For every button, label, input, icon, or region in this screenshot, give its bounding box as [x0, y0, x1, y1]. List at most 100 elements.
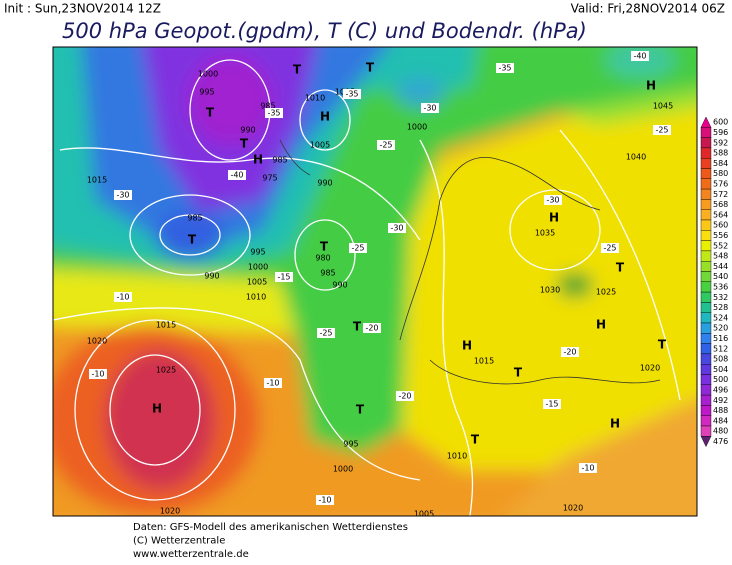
coastlines — [279, 139, 661, 385]
pressure-center: T — [353, 320, 362, 334]
pressure-center: T — [356, 403, 365, 417]
temperature-label: -30 — [116, 191, 129, 200]
legend-label: 536 — [713, 282, 728, 291]
init-time: Init : Sun,23NOV2014 12Z — [4, 2, 161, 16]
pressure-label: 1015 — [474, 357, 494, 366]
footer-line: www.wetterzentrale.de — [133, 549, 249, 560]
pressure-label: 1025 — [596, 288, 616, 297]
legend-swatch — [700, 343, 712, 355]
legend-swatch — [700, 353, 712, 365]
isobars — [53, 59, 681, 516]
pressure-label: 995 — [199, 88, 214, 97]
temperature-label-box — [496, 63, 514, 73]
legend-label: 508 — [713, 355, 728, 364]
pressure-label: 1000 — [198, 70, 218, 79]
temperature-label-box — [544, 195, 562, 205]
pressure-label: 1040 — [626, 153, 646, 162]
pressure-label: 1005 — [247, 278, 267, 287]
temperature-label-box — [343, 89, 361, 99]
temperature-label-box — [543, 399, 561, 409]
legend-swatch — [700, 127, 712, 138]
legend-swatch — [700, 333, 712, 344]
temperature-label: -15 — [277, 273, 290, 282]
temperature-label-box — [316, 495, 334, 505]
legend-label: 544 — [713, 262, 728, 271]
temperature-label-box — [275, 272, 293, 282]
legend-label: 548 — [713, 252, 728, 261]
temperature-label-box — [388, 223, 406, 233]
temperature-label: -25 — [379, 141, 392, 150]
temperature-label-box — [349, 243, 367, 253]
temperature-label: -20 — [365, 324, 378, 333]
pressure-label: 980 — [315, 254, 330, 263]
pressure-center: H — [646, 79, 656, 93]
map-frame — [52, 46, 698, 517]
pressure-label: 1025 — [156, 366, 176, 375]
temperature-label: -30 — [423, 104, 436, 113]
pressure-label: 1035 — [535, 229, 555, 238]
pressure-center: H — [320, 110, 330, 124]
map-area: 1000 995 985 990 1010 1005 1000 1005 985 990 975 10… — [53, 47, 697, 519]
temperature-label-box — [561, 347, 579, 357]
temperature-label-box — [228, 170, 246, 180]
legend-label: 568 — [713, 200, 728, 209]
legend-label: 596 — [713, 128, 728, 137]
temperature-field — [53, 47, 697, 516]
legend-label: 512 — [713, 344, 728, 353]
legend-swatch — [700, 137, 712, 149]
legend-label: 504 — [713, 365, 728, 374]
temperature-label: -10 — [318, 496, 331, 505]
pressure-center: T — [658, 338, 667, 352]
legend-label: 520 — [713, 324, 728, 333]
map-title: 500 hPa Geopot.(gpdm), T (C) und Bodendr… — [62, 19, 587, 43]
legend-label: 476 — [713, 437, 728, 446]
temperature-label-box — [114, 292, 132, 302]
legend-label: 500 — [713, 375, 728, 384]
pressure-label: 990 — [240, 126, 255, 135]
legend-swatch — [700, 178, 712, 190]
footer-line: (C) Wetterzentrale — [133, 536, 225, 547]
temperature-label: -25 — [319, 329, 332, 338]
pressure-center: H — [549, 211, 559, 225]
legend-label: 576 — [713, 179, 728, 188]
pressure-label: 995 — [343, 440, 358, 449]
temperature-label-box — [377, 140, 395, 150]
temperature-label: -35 — [267, 109, 280, 118]
legend-swatch — [700, 219, 712, 231]
pressure-label: 995 — [250, 248, 265, 257]
pressure-label: 985 — [320, 269, 335, 278]
legend-swatch — [700, 168, 712, 180]
legend-label: 588 — [713, 149, 728, 158]
map-labels: 1000 995 985 990 1010 1005 1000 1005 985 990 975 10… — [87, 51, 673, 519]
legend-label: 556 — [713, 231, 728, 240]
legend-swatch — [700, 199, 712, 210]
pressure-label: 1010 — [246, 293, 266, 302]
temperature-label-box — [396, 391, 414, 401]
legend-label: 516 — [713, 334, 728, 343]
legend-label: 552 — [713, 241, 728, 250]
temperature-label-box — [601, 243, 619, 253]
legend-label: 492 — [713, 396, 728, 405]
pressure-label: 1000 — [407, 123, 427, 132]
legend-label: 600 — [713, 118, 728, 127]
legend-label: 524 — [713, 313, 728, 322]
pressure-label: 990 — [332, 281, 347, 290]
legend-label: 480 — [713, 427, 728, 436]
pressure-label: 990 — [317, 179, 332, 188]
temperature-label: -10 — [91, 370, 104, 379]
footer-line: Daten: GFS-Modell des amerikanischen Wet… — [133, 522, 408, 533]
temperature-label-box — [317, 328, 335, 338]
pressure-label: 1005 — [414, 510, 434, 519]
temperature-label-box — [264, 378, 282, 388]
pressure-center: H — [253, 153, 263, 167]
legend-swatch — [700, 384, 712, 396]
pressure-label: 985 — [272, 156, 287, 165]
pressure-label: 985 — [187, 214, 202, 223]
pressure-center: H — [596, 318, 606, 332]
legend-swatch — [700, 157, 712, 169]
temperature-label-box — [363, 323, 381, 333]
pressure-label: 1005 — [310, 141, 330, 150]
temperature-label-box — [421, 103, 439, 113]
pressure-label: 1020 — [87, 337, 107, 346]
legend-swatch — [700, 147, 712, 159]
